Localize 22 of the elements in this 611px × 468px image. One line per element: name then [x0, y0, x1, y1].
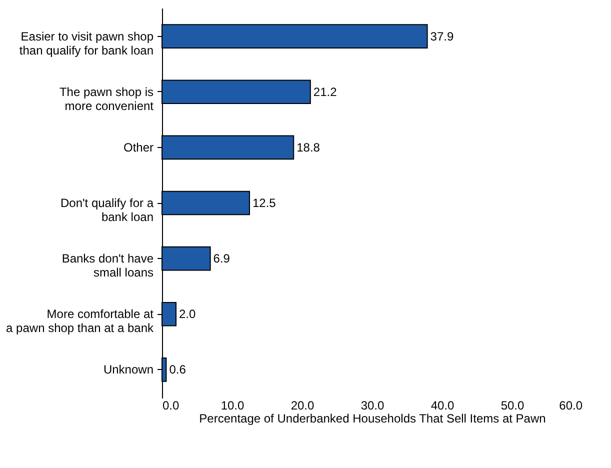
- data-label: 21.2: [313, 84, 338, 99]
- x-tick-label: 30.0: [360, 398, 384, 412]
- data-label: 12.5: [252, 196, 276, 210]
- data-label: 18.8: [296, 140, 320, 154]
- data-label: 6.9: [213, 252, 230, 266]
- x-tick-label: 20.0: [290, 398, 314, 412]
- y-tick-label: Other: [123, 140, 154, 154]
- x-tick-label: 50.0: [500, 398, 524, 412]
- x-tick-label: 10.0: [220, 398, 244, 412]
- data-label: 2.0: [179, 307, 196, 322]
- x-tick-label: 60.0: [559, 398, 583, 412]
- data-label: 0.6: [169, 362, 186, 377]
- x-tick-label: 40.0: [430, 398, 454, 412]
- y-tick-label: Easier to visit pawn shop than qualify for bank loan: [19, 29, 154, 58]
- y-tick-label: The pawn shop is more convenient: [59, 84, 154, 113]
- x-axis-title: Percentage of Underbanked Households That Sell Items at Pawn: [199, 412, 546, 426]
- data-label: 37.9: [430, 29, 454, 44]
- x-tick-label: 0.0: [162, 398, 180, 412]
- y-tick-label: More comfortable at a pawn shop than at a bank: [6, 307, 154, 336]
- y-tick-label: Banks don't have small loans: [62, 252, 154, 280]
- y-tick-label: Unknown: [103, 362, 154, 377]
- y-tick-label: Don't qualify for a bank loan: [60, 196, 154, 224]
